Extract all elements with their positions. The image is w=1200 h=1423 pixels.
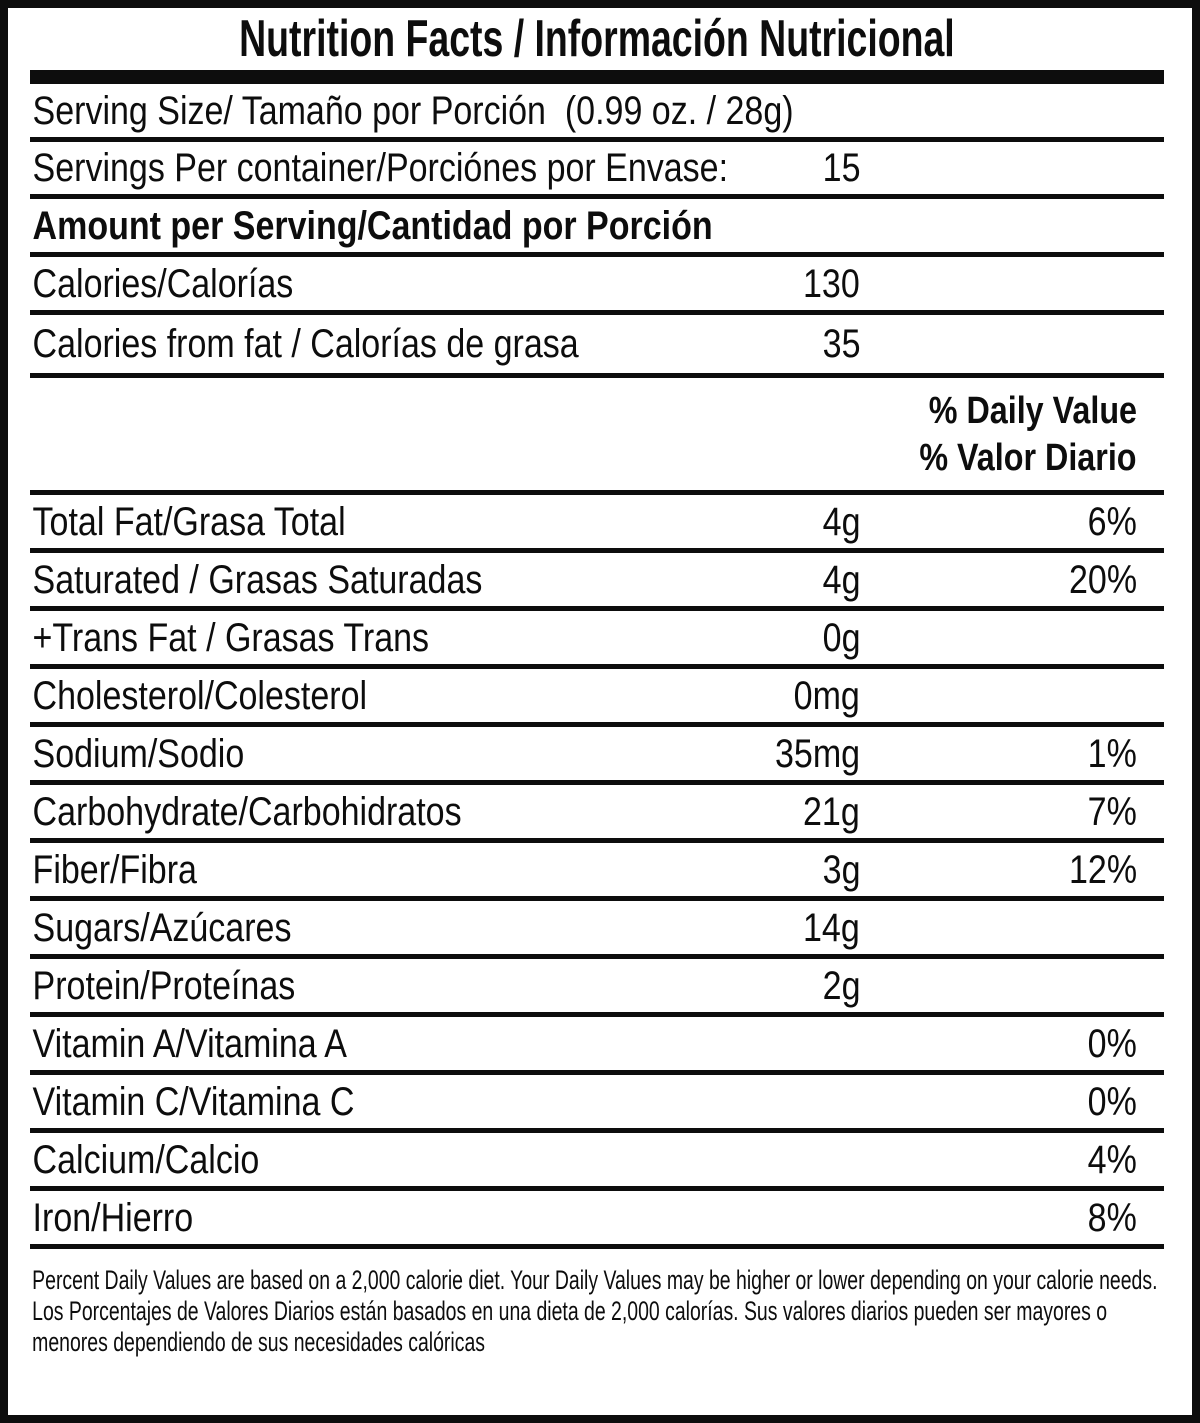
nutrient-row: Vitamin C/Vitamina C 0% bbox=[30, 1075, 1164, 1133]
label-title: Nutrition Facts / Información Nutriciona… bbox=[239, 10, 955, 68]
nutrient-row: Carbohydrate/Carbohidratos 21g 7% bbox=[30, 785, 1164, 843]
calories-value: 130 bbox=[803, 261, 860, 306]
nutrient-label: Total Fat/Grasa Total bbox=[32, 499, 346, 544]
nutrient-amount: 35mg bbox=[774, 731, 860, 776]
daily-value-header: % Daily Value % Valor Diario bbox=[30, 378, 1164, 495]
daily-value-header-en: % Daily Value bbox=[928, 390, 1137, 432]
calories-label: Calories/Calorías bbox=[32, 261, 294, 306]
amount-per-serving-row: Amount per Serving/Cantidad por Porción bbox=[30, 199, 1164, 257]
nutrient-daily-value: 8% bbox=[1087, 1195, 1137, 1240]
nutrient-daily-value: 1% bbox=[1087, 731, 1137, 776]
nutrient-amount: 0g bbox=[822, 615, 860, 660]
nutrient-label: Sodium/Sodio bbox=[32, 731, 245, 776]
footnote: Percent Daily Values are based on a 2,00… bbox=[30, 1249, 1164, 1358]
servings-per-container-label: Servings Per container/Porciónes por Env… bbox=[32, 146, 729, 190]
nutrient-row: Vitamin A/Vitamina A 0% bbox=[30, 1017, 1164, 1075]
nutrient-daily-value: 0% bbox=[1087, 1079, 1137, 1124]
calories-row: Calories/Calorías 130 bbox=[30, 257, 1164, 315]
servings-per-container-value: 15 bbox=[822, 146, 860, 190]
nutrient-label: Protein/Proteínas bbox=[32, 963, 296, 1008]
nutrient-label: +Trans Fat / Grasas Trans bbox=[32, 615, 430, 660]
nutrient-row: Saturated / Grasas Saturadas 4g 20% bbox=[30, 553, 1164, 611]
daily-value-header-es: % Valor Diario bbox=[919, 437, 1137, 479]
calories-from-fat-label: Calories from fat / Calorías de grasa bbox=[32, 322, 579, 366]
nutrient-amount: 2g bbox=[822, 963, 860, 1008]
nutrient-row: Cholesterol/Colesterol 0mg bbox=[30, 669, 1164, 727]
nutrient-label: Sugars/Azúcares bbox=[32, 905, 292, 950]
nutrient-row: Sodium/Sodio 35mg 1% bbox=[30, 727, 1164, 785]
nutrient-label: Vitamin A/Vitamina A bbox=[32, 1021, 347, 1066]
nutrient-amount: 4g bbox=[822, 499, 860, 544]
nutrient-rows: Total Fat/Grasa Total 4g 6% Saturated / … bbox=[30, 495, 1164, 1249]
label-content: Nutrition Facts / Información Nutriciona… bbox=[30, 8, 1164, 1358]
nutrient-daily-value: 6% bbox=[1087, 499, 1137, 544]
servings-per-container-row: Servings Per container/Porciónes por Env… bbox=[30, 142, 1164, 199]
calories-from-fat-row: Calories from fat / Calorías de grasa 35 bbox=[30, 315, 1164, 378]
amount-per-serving-heading: Amount per Serving/Cantidad por Porción bbox=[32, 203, 713, 248]
footnote-spanish: Los Porcentajes de Valores Diarios están… bbox=[32, 1296, 1108, 1357]
nutrient-amount: 14g bbox=[803, 905, 860, 950]
nutrient-daily-value: 0% bbox=[1087, 1021, 1137, 1066]
nutrient-row: +Trans Fat / Grasas Trans 0g bbox=[30, 611, 1164, 669]
nutrient-label: Calcium/Calcio bbox=[32, 1137, 260, 1182]
nutrient-row: Iron/Hierro 8% bbox=[30, 1191, 1164, 1249]
nutrient-daily-value: 20% bbox=[1068, 557, 1137, 602]
nutrient-row: Fiber/Fibra 3g 12% bbox=[30, 843, 1164, 901]
nutrient-row: Calcium/Calcio 4% bbox=[30, 1133, 1164, 1191]
nutrient-label: Iron/Hierro bbox=[32, 1195, 194, 1240]
nutrient-row: Total Fat/Grasa Total 4g 6% bbox=[30, 495, 1164, 553]
nutrient-amount: 3g bbox=[822, 847, 860, 892]
nutrient-amount: 4g bbox=[822, 557, 860, 602]
nutrient-label: Cholesterol/Colesterol bbox=[32, 673, 368, 718]
nutrient-label: Fiber/Fibra bbox=[32, 847, 197, 892]
nutrient-row: Sugars/Azúcares 14g bbox=[30, 901, 1164, 959]
title-divider-bar bbox=[30, 70, 1164, 84]
serving-size-row: Serving Size/ Tamaño por Porción (0.99 o… bbox=[30, 84, 1164, 142]
calories-from-fat-value: 35 bbox=[822, 322, 860, 366]
nutrient-amount: 0mg bbox=[793, 673, 860, 718]
label-title-row: Nutrition Facts / Información Nutriciona… bbox=[30, 8, 1164, 70]
nutrient-label: Vitamin C/Vitamina C bbox=[32, 1079, 355, 1124]
serving-size-text: Serving Size/ Tamaño por Porción (0.99 o… bbox=[32, 88, 794, 133]
nutrient-daily-value: 4% bbox=[1087, 1137, 1137, 1182]
nutrient-daily-value: 12% bbox=[1068, 847, 1137, 892]
nutrient-row: Protein/Proteínas 2g bbox=[30, 959, 1164, 1017]
nutrient-label: Carbohydrate/Carbohidratos bbox=[32, 789, 462, 834]
nutrient-daily-value: 7% bbox=[1087, 789, 1137, 834]
nutrient-label: Saturated / Grasas Saturadas bbox=[32, 557, 483, 602]
footnote-english: Percent Daily Values are based on a 2,00… bbox=[32, 1265, 1158, 1295]
nutrient-amount: 21g bbox=[803, 789, 860, 834]
